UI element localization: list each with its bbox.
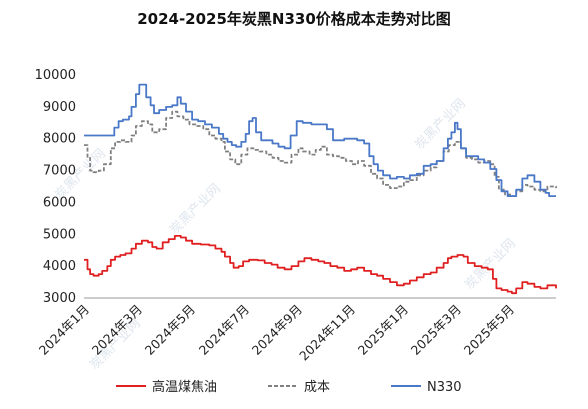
legend-label: N330 xyxy=(427,380,462,395)
chart-title: 2024-2025年炭黑N330价格成本走势对比图 xyxy=(137,10,451,28)
legend-label: 高温煤焦油 xyxy=(152,379,217,395)
y-tick-label: 7000 xyxy=(43,164,76,179)
x-tick-label: 2024年9月 xyxy=(249,302,305,358)
x-tick-label: 2025年3月 xyxy=(408,302,464,358)
x-tick-label: 2024年5月 xyxy=(142,302,198,358)
y-tick-label: 3000 xyxy=(43,291,76,306)
chart-legend: 高温煤焦油 成本 N330 xyxy=(116,379,462,395)
x-tick-label: 2024年1月 xyxy=(36,302,92,358)
legend-label: 成本 xyxy=(304,380,330,395)
y-tick-label: 5000 xyxy=(43,227,76,242)
y-axis-ticks: 3000 4000 5000 6000 7000 8000 9000 10000 xyxy=(35,68,76,306)
y-tick-label: 9000 xyxy=(43,100,76,115)
series-line-1 xyxy=(84,235,557,295)
watermark-text: 炭黑产业网 xyxy=(167,181,224,238)
watermark-text: 炭黑产业网 xyxy=(462,236,519,293)
series-lines xyxy=(84,83,557,295)
y-tick-label: 10000 xyxy=(35,68,76,83)
y-tick-label: 6000 xyxy=(43,195,76,210)
series-line-2 xyxy=(84,110,557,197)
x-tick-label: 2024年11月 xyxy=(296,302,358,364)
y-tick-label: 8000 xyxy=(43,132,76,147)
series-line-3 xyxy=(84,83,556,197)
x-tick-label: 2025年5月 xyxy=(461,302,517,358)
x-tick-label: 2025年1月 xyxy=(355,302,411,358)
y-tick-label: 4000 xyxy=(43,259,76,274)
x-tick-label: 2024年7月 xyxy=(196,302,252,358)
